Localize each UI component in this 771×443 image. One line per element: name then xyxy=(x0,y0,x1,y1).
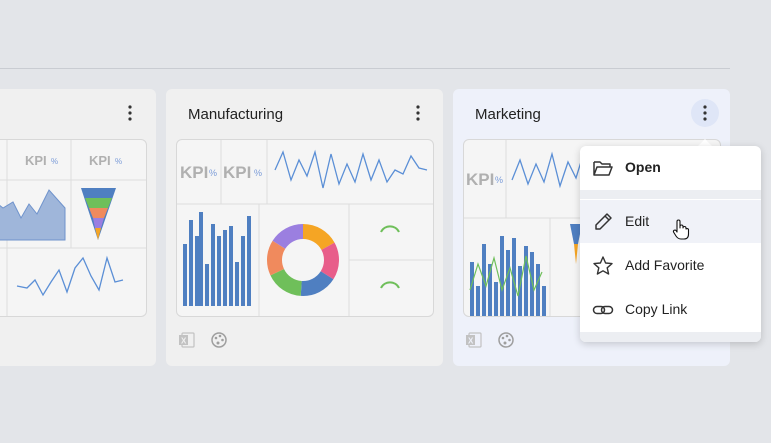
menu-item-label: Edit xyxy=(625,213,650,229)
more-vertical-icon xyxy=(703,105,707,121)
thumbnail-chart-grid: KPI % xyxy=(464,140,720,316)
thumbnail-chart-grid: KPI % KPI % xyxy=(0,140,146,316)
donut-slice xyxy=(270,268,302,296)
svg-text:X: X xyxy=(468,337,474,346)
svg-text:%: % xyxy=(51,157,58,166)
gauge-chart xyxy=(380,225,400,233)
svg-text:KPI: KPI xyxy=(223,163,251,182)
header-divider xyxy=(0,68,730,69)
card-more-button[interactable] xyxy=(691,99,719,127)
card-title: Marketing xyxy=(475,106,541,123)
line-chart xyxy=(16,255,124,297)
menu-item-label: Add Favorite xyxy=(625,257,705,273)
kpi-label: KPI xyxy=(25,153,47,168)
more-vertical-icon xyxy=(416,105,420,121)
card-title: Manufacturing xyxy=(188,106,284,123)
card-more-button[interactable] xyxy=(404,99,432,127)
donut-slice xyxy=(272,224,303,249)
menu-item-label: Copy Link xyxy=(625,301,688,317)
menu-separator xyxy=(580,332,761,342)
star-icon xyxy=(593,256,613,275)
menu-item-open[interactable]: Open xyxy=(580,146,761,189)
card-context-menu: Open Edit Add Favorite Copy Link xyxy=(580,146,761,342)
menu-item-copy-link[interactable]: Copy Link xyxy=(580,288,761,331)
donut-slice xyxy=(267,240,286,276)
svg-text:X: X xyxy=(181,337,187,346)
dashboard-card-left[interactable]: KPI % KPI % xyxy=(0,89,156,366)
hand-pointer-cursor-icon xyxy=(672,219,690,240)
kpi-label: KPI xyxy=(180,163,208,182)
area-chart xyxy=(0,189,66,241)
link-icon xyxy=(592,305,614,315)
menu-item-edit[interactable]: Edit xyxy=(580,200,761,243)
bar-chart xyxy=(183,212,251,306)
dashboard-thumbnail[interactable]: KPI % KPI % xyxy=(176,139,434,317)
gauge-chart xyxy=(380,281,400,289)
svg-text:%: % xyxy=(115,157,122,166)
palette-icon[interactable] xyxy=(210,331,228,349)
kpi-label: KPI xyxy=(466,170,494,189)
svg-text:%: % xyxy=(495,175,503,185)
donut-slice xyxy=(320,242,339,280)
palette-icon[interactable] xyxy=(497,331,515,349)
svg-text:%: % xyxy=(254,168,262,178)
bar-chart xyxy=(470,236,546,316)
menu-caret xyxy=(697,139,713,147)
svg-text:KPI: KPI xyxy=(89,153,111,168)
thumbnail-chart-grid: KPI % KPI % xyxy=(177,140,433,316)
donut-chart xyxy=(267,224,339,296)
card-more-button[interactable] xyxy=(116,99,144,127)
dashboard-thumbnail[interactable]: KPI % KPI % xyxy=(0,139,147,317)
donut-slice xyxy=(300,271,334,296)
menu-item-label: Open xyxy=(625,159,661,175)
menu-separator xyxy=(580,190,761,199)
funnel-chart xyxy=(570,224,582,244)
dashboard-card-manufacturing[interactable]: Manufacturing KPI % KPI % xyxy=(166,89,443,366)
svg-text:%: % xyxy=(209,168,217,178)
pencil-icon xyxy=(595,213,612,230)
excel-icon[interactable]: X xyxy=(178,331,196,349)
folder-open-icon xyxy=(593,161,613,176)
donut-slice xyxy=(303,224,335,250)
line-chart xyxy=(274,149,428,189)
excel-icon[interactable]: X xyxy=(465,331,483,349)
menu-item-add-favorite[interactable]: Add Favorite xyxy=(580,244,761,287)
line-chart xyxy=(511,151,585,189)
